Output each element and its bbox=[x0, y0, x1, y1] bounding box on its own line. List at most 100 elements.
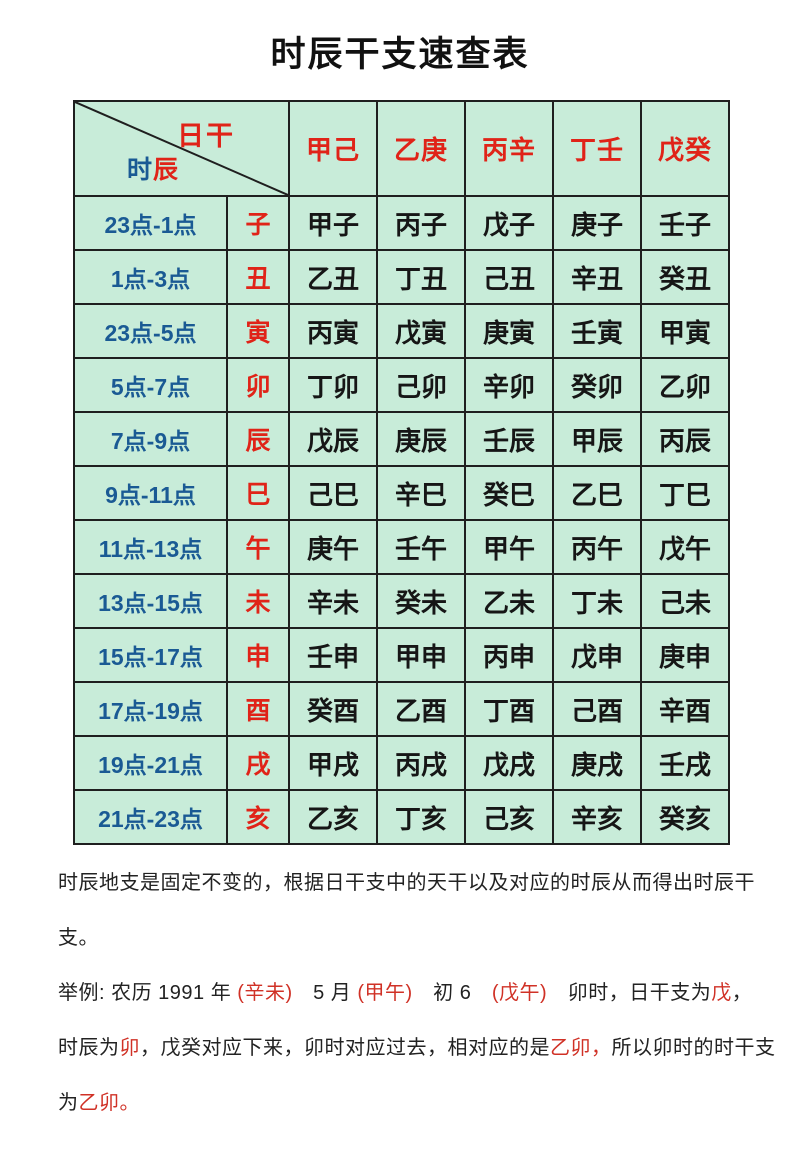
hour-branch-label: 时辰 bbox=[127, 156, 180, 184]
time-cell: 7点-9点 bbox=[73, 411, 228, 467]
table-row: 5点-7点卯丁卯 己卯 辛卯 癸卯 乙卯 bbox=[73, 357, 730, 413]
ganzhi-cell: 癸丑 bbox=[640, 249, 730, 305]
ganzhi-cell: 丁卯 bbox=[288, 357, 378, 413]
highlighted-text: (甲午) bbox=[357, 982, 413, 1004]
ganzhi-cell: 甲子 bbox=[288, 195, 378, 251]
time-cell: 23点-1点 bbox=[73, 195, 228, 251]
ganzhi-cell: 壬申 bbox=[288, 627, 378, 683]
ganzhi-cell: 乙巳 bbox=[552, 465, 642, 521]
ganzhi-cell: 辛亥 bbox=[552, 789, 642, 845]
table-body: 23点-1点子甲子 丙子 戊子 庚子 壬子 1点-3点丑乙丑 丁丑 己丑 辛丑 癸丑 23点-5点寅… bbox=[73, 195, 730, 845]
page-title: 时辰干支速查表 bbox=[270, 35, 530, 74]
time-cell: 17点-19点 bbox=[73, 681, 228, 737]
ganzhi-cell: 丁未 bbox=[552, 573, 642, 629]
branch-cell: 酉 bbox=[226, 681, 290, 737]
time-cell: 13点-15点 bbox=[73, 573, 228, 629]
note-line: 支。 bbox=[58, 927, 99, 949]
ganzhi-cell: 己巳 bbox=[288, 465, 378, 521]
ganzhi-cell: 辛巳 bbox=[376, 465, 466, 521]
branch-cell: 卯 bbox=[226, 357, 290, 413]
note-text: 5 月 bbox=[292, 982, 358, 1004]
ganzhi-cell: 壬子 bbox=[640, 195, 730, 251]
branch-cell: 午 bbox=[226, 519, 290, 575]
example-line: 举例: 农历 1991 年 (辛未) 5 月 (甲午) 初 6 (戊午) 卯时，… bbox=[58, 966, 758, 1021]
note-text: ，戊癸对应下来，卯时对应过去，相对应的是 bbox=[140, 1037, 550, 1059]
ganzhi-cell: 壬戌 bbox=[640, 735, 730, 791]
ganzhi-cell: 壬寅 bbox=[552, 303, 642, 359]
ganzhi-cell: 癸酉 bbox=[288, 681, 378, 737]
table-row: 21点-23点亥乙亥 丁亥 己亥 辛亥 癸亥 bbox=[73, 789, 730, 845]
branch-cell: 未 bbox=[226, 573, 290, 629]
ganzhi-cell: 丙戌 bbox=[376, 735, 466, 791]
ganzhi-cell: 丙寅 bbox=[288, 303, 378, 359]
header-row: 日干 时辰 甲己 乙庚 丙辛 丁壬 戊癸 bbox=[73, 100, 730, 197]
example-line: 时辰为卯，戊癸对应下来，卯时对应过去，相对应的是乙卯，所以卯时的时干支 bbox=[58, 1021, 775, 1076]
ganzhi-cell: 癸巳 bbox=[464, 465, 554, 521]
ganzhi-cell: 辛丑 bbox=[552, 249, 642, 305]
ganzhi-cell: 庚子 bbox=[552, 195, 642, 251]
ganzhi-cell: 己丑 bbox=[464, 249, 554, 305]
ganzhi-cell: 己未 bbox=[640, 573, 730, 629]
note-text: 举例: 农历 1991 年 bbox=[58, 982, 238, 1004]
ganzhi-cell: 戊子 bbox=[464, 195, 554, 251]
note-text: 初 6 bbox=[412, 982, 492, 1004]
branch-cell: 戌 bbox=[226, 735, 290, 791]
time-cell: 23点-5点 bbox=[73, 303, 228, 359]
branch-cell: 亥 bbox=[226, 789, 290, 845]
ganzhi-cell: 癸亥 bbox=[640, 789, 730, 845]
ganzhi-cell: 壬辰 bbox=[464, 411, 554, 467]
ganzhi-cell: 甲戌 bbox=[288, 735, 378, 791]
ganzhi-cell: 乙酉 bbox=[376, 681, 466, 737]
highlighted-text: 戊 bbox=[711, 982, 732, 1004]
ganzhi-cell: 戊寅 bbox=[376, 303, 466, 359]
ganzhi-cell: 丙子 bbox=[376, 195, 466, 251]
ganzhi-cell: 庚戌 bbox=[552, 735, 642, 791]
example-line: 为乙卯。 bbox=[58, 1076, 758, 1131]
ganzhi-cell: 己亥 bbox=[464, 789, 554, 845]
ganzhi-cell: 甲辰 bbox=[552, 411, 642, 467]
ganzhi-cell: 癸卯 bbox=[552, 357, 642, 413]
branch-cell: 子 bbox=[226, 195, 290, 251]
ganzhi-cell: 丁亥 bbox=[376, 789, 466, 845]
branch-cell: 申 bbox=[226, 627, 290, 683]
table-row: 1点-3点丑乙丑 丁丑 己丑 辛丑 癸丑 bbox=[73, 249, 730, 305]
table-row: 23点-1点子甲子 丙子 戊子 庚子 壬子 bbox=[73, 195, 730, 251]
time-cell: 5点-7点 bbox=[73, 357, 228, 413]
ganzhi-cell: 己酉 bbox=[552, 681, 642, 737]
corner-cell: 日干 时辰 bbox=[73, 100, 290, 197]
note-text: 所以卯时的时干支 bbox=[611, 1037, 776, 1059]
ganzhi-cell: 乙丑 bbox=[288, 249, 378, 305]
table-row: 23点-5点寅丙寅 戊寅 庚寅 壬寅 甲寅 bbox=[73, 303, 730, 359]
ganzhi-cell: 丁巳 bbox=[640, 465, 730, 521]
highlighted-text: (辛未) bbox=[237, 982, 293, 1004]
table-row: 11点-13点午庚午 壬午 甲午 丙午 戊午 bbox=[73, 519, 730, 575]
ganzhi-cell: 壬午 bbox=[376, 519, 466, 575]
ganzhi-cell: 癸未 bbox=[376, 573, 466, 629]
branch-cell: 寅 bbox=[226, 303, 290, 359]
notes-section: 时辰地支是固定不变的，根据日干支中的天干以及对应的时辰从而得出时辰干 支。 举例… bbox=[58, 856, 775, 1131]
highlighted-text: 卯 bbox=[119, 1037, 140, 1059]
note-text: 时辰为 bbox=[58, 1037, 120, 1059]
ganzhi-cell: 庚辰 bbox=[376, 411, 466, 467]
ganzhi-cell: 辛酉 bbox=[640, 681, 730, 737]
ganzhi-cell: 辛卯 bbox=[464, 357, 554, 413]
time-cell: 19点-21点 bbox=[73, 735, 228, 791]
highlighted-text: 乙卯。 bbox=[78, 1092, 140, 1114]
ganzhi-cell: 甲寅 bbox=[640, 303, 730, 359]
table-row: 15点-17点申壬申 甲申 丙申 戊申 庚申 bbox=[73, 627, 730, 683]
branch-cell: 巳 bbox=[226, 465, 290, 521]
table-row: 17点-19点酉癸酉 乙酉 丁酉 己酉 辛酉 bbox=[73, 681, 730, 737]
ganzhi-cell: 乙卯 bbox=[640, 357, 730, 413]
ganzhi-cell: 丁酉 bbox=[464, 681, 554, 737]
note-text: 卯时，日干支为 bbox=[547, 982, 712, 1004]
time-cell: 1点-3点 bbox=[73, 249, 228, 305]
ganzhi-cell: 戊申 bbox=[552, 627, 642, 683]
ganzhi-cell: 乙亥 bbox=[288, 789, 378, 845]
ganzhi-cell: 丁丑 bbox=[376, 249, 466, 305]
table-row: 9点-11点巳己巳 辛巳 癸巳 乙巳 丁巳 bbox=[73, 465, 730, 521]
day-stem-label: 日干 bbox=[177, 121, 235, 151]
time-cell: 9点-11点 bbox=[73, 465, 228, 521]
ganzhi-cell: 甲申 bbox=[376, 627, 466, 683]
note-text: 为 bbox=[58, 1092, 79, 1114]
table-row: 7点-9点辰戊辰 庚辰 壬辰 甲辰 丙辰 bbox=[73, 411, 730, 467]
